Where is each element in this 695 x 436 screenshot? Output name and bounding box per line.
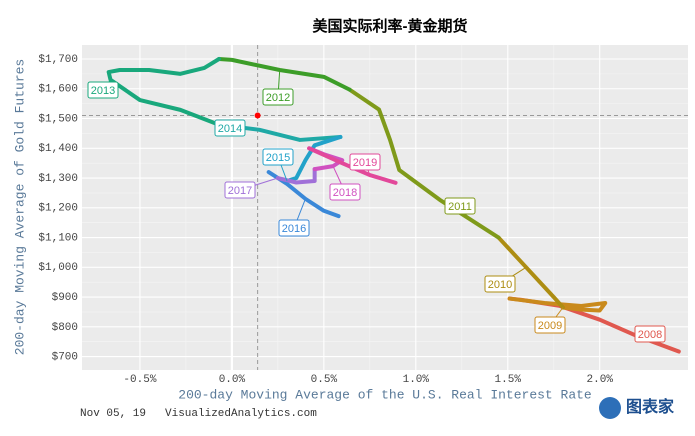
y-tick-label: $1,400 (38, 143, 78, 155)
series-label: 2008 (638, 329, 662, 341)
y-tick-label: $1,600 (38, 84, 78, 96)
series-label: 2017 (228, 185, 252, 197)
y-tick-label: $800 (52, 322, 78, 334)
series-label: 2011 (448, 201, 472, 213)
series-line (507, 296, 608, 313)
series-line (217, 56, 352, 92)
logo-text: 图表家 (626, 397, 675, 416)
y-tick-label: $1,000 (38, 262, 78, 274)
logo-icon (599, 397, 621, 419)
series-label: 2010 (488, 279, 512, 291)
label-box (278, 219, 310, 237)
x-tick-label: 0.0% (219, 374, 246, 386)
series-label: 2016 (282, 223, 306, 235)
label-box (329, 183, 361, 201)
y-tick-label: $1,200 (38, 203, 78, 215)
x-tick-label: 2.0% (587, 374, 614, 386)
x-axis-title: 200-day Moving Average of the U.S. Real … (178, 387, 591, 402)
footer-source: VisualizedAnalytics.com (165, 408, 317, 420)
x-tick-label: 0.5% (311, 374, 338, 386)
series-line (106, 56, 222, 127)
series-line (285, 134, 343, 184)
label-box (444, 197, 476, 215)
series-label: 2009 (538, 320, 562, 332)
label-box (484, 275, 516, 293)
series-label: 2012 (266, 92, 290, 104)
series-label: 2019 (353, 157, 377, 169)
x-tick-label: 1.5% (495, 374, 522, 386)
series-line (496, 235, 565, 310)
y-axis-title: 200-day Moving Average of Gold Futures (12, 59, 27, 355)
chart-title: 美国实际利率-黄金期货 (313, 17, 468, 35)
y-tick-label: $700 (52, 352, 78, 364)
label-box (262, 88, 294, 106)
y-tick-label: $1,100 (38, 232, 78, 244)
y-tick-label: $1,700 (38, 54, 78, 66)
footer-date: Nov 05, 19 (80, 408, 146, 420)
label-box (87, 81, 119, 99)
series-label: 2018 (333, 187, 357, 199)
label-box (214, 119, 246, 137)
label-box (534, 316, 566, 334)
label-box (224, 181, 256, 199)
y-tick-label: $900 (52, 292, 78, 304)
y-tick-label: $1,500 (38, 113, 78, 125)
label-box (349, 153, 381, 171)
current-point (254, 112, 261, 119)
series-label: 2013 (91, 85, 115, 97)
series-label: 2015 (266, 152, 290, 164)
label-box (634, 325, 666, 343)
y-tick-label: $1,300 (38, 173, 78, 185)
x-tick-label: -0.5% (123, 374, 156, 386)
series-label: 2014 (218, 123, 242, 135)
x-tick-label: 1.0% (403, 374, 430, 386)
label-box (262, 148, 294, 166)
